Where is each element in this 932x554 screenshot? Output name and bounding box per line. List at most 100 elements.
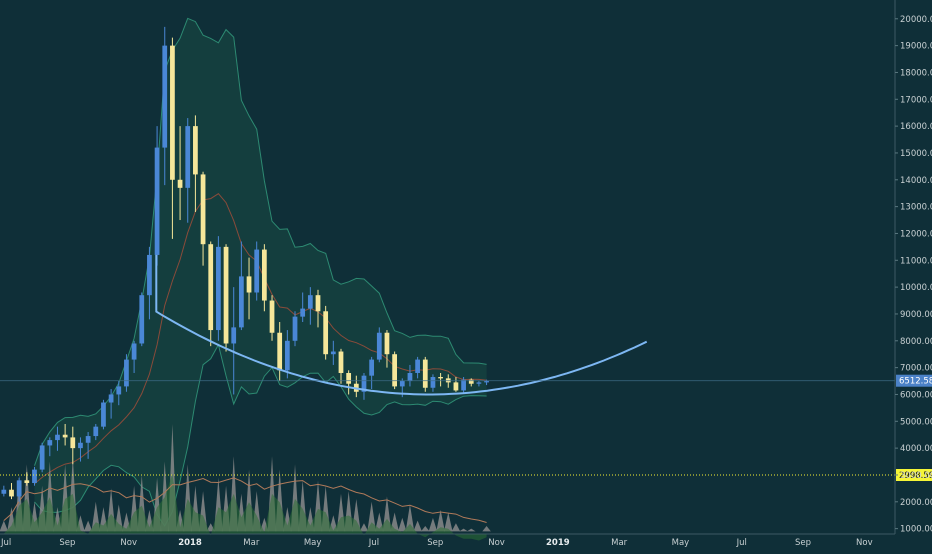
current-price-label: 6512.58 — [899, 377, 932, 387]
y-tick-label: 8000.00 — [900, 337, 932, 347]
candle[interactable] — [9, 483, 14, 500]
candle[interactable] — [200, 171, 206, 266]
candle[interactable] — [376, 327, 382, 363]
y-tick-label: 9000.00 — [900, 310, 932, 320]
candle[interactable] — [330, 340, 336, 365]
candle-body — [16, 480, 22, 497]
candle[interactable] — [216, 236, 221, 341]
candle-body — [453, 382, 459, 391]
candle[interactable] — [24, 472, 30, 486]
candle[interactable] — [208, 241, 214, 347]
candle[interactable] — [39, 442, 45, 473]
x-tick-label: 2018 — [178, 538, 202, 548]
volume-bar — [443, 512, 453, 532]
candle-body — [208, 244, 214, 331]
volume-bar — [413, 520, 422, 532]
lower-band — [34, 343, 487, 527]
candle[interactable] — [468, 378, 474, 387]
candle[interactable] — [346, 370, 352, 395]
candle[interactable] — [170, 37, 175, 239]
candle-body — [369, 359, 375, 376]
candle[interactable] — [101, 399, 106, 430]
candle[interactable] — [284, 330, 290, 379]
candle[interactable] — [147, 246, 152, 320]
candle[interactable] — [231, 287, 237, 395]
candle[interactable] — [185, 118, 191, 223]
candle[interactable] — [277, 322, 283, 382]
candles-layer[interactable] — [1, 26, 489, 502]
candle[interactable] — [269, 295, 275, 341]
candle[interactable] — [124, 354, 129, 392]
x-tick-label: 2019 — [546, 538, 570, 548]
candle-body — [116, 386, 122, 395]
candle[interactable] — [238, 241, 244, 331]
candle[interactable] — [407, 364, 413, 387]
volume-bar — [421, 525, 430, 532]
candle-body — [338, 351, 344, 373]
candle[interactable] — [16, 477, 22, 502]
x-tick-label: Nov — [488, 538, 505, 548]
candle-body — [468, 379, 474, 384]
candle[interactable] — [55, 426, 60, 451]
candle[interactable] — [422, 356, 428, 392]
candle[interactable] — [415, 356, 420, 379]
candle[interactable] — [139, 292, 145, 347]
candle[interactable] — [392, 351, 398, 390]
candle[interactable] — [108, 389, 114, 419]
candle-body — [9, 489, 14, 497]
candle[interactable] — [177, 126, 183, 221]
candle[interactable] — [223, 244, 229, 352]
y-tick-label: 14000.00 — [900, 176, 932, 186]
candle-body — [154, 147, 160, 255]
candle-body — [223, 246, 229, 344]
candle[interactable] — [93, 423, 99, 441]
candle[interactable] — [193, 115, 198, 212]
y-tick-label: 12000.00 — [900, 229, 932, 239]
candle[interactable] — [461, 377, 466, 394]
trend-curve — [155, 254, 648, 396]
x-tick-label: May — [304, 538, 322, 548]
candle[interactable] — [32, 466, 37, 486]
candle-body — [307, 295, 313, 309]
candle[interactable] — [361, 372, 367, 400]
y-tick-label: 20000.00 — [900, 15, 932, 25]
candle[interactable] — [78, 437, 83, 462]
candle[interactable] — [453, 377, 459, 392]
candle[interactable] — [438, 372, 443, 387]
candle-body — [461, 379, 466, 391]
candle[interactable] — [476, 381, 482, 387]
candle[interactable] — [315, 289, 321, 328]
candle[interactable] — [1, 485, 7, 497]
candle[interactable] — [162, 26, 168, 186]
candle-body — [484, 381, 489, 383]
candle-body — [476, 382, 482, 384]
candle[interactable] — [369, 356, 375, 390]
candle[interactable] — [292, 311, 298, 347]
candle[interactable] — [47, 437, 53, 457]
candle[interactable] — [430, 374, 436, 392]
candle-body — [238, 276, 244, 328]
candle[interactable] — [154, 126, 160, 266]
candle[interactable] — [307, 287, 313, 325]
candle-body — [1, 489, 7, 494]
candle[interactable] — [246, 257, 252, 320]
candle[interactable] — [254, 241, 260, 301]
trend-curve-layer — [155, 254, 648, 396]
candle[interactable] — [384, 330, 390, 368]
candle-body — [407, 372, 413, 382]
candle[interactable] — [70, 426, 76, 465]
candle[interactable] — [62, 423, 68, 446]
volume-bar — [405, 504, 415, 532]
candle[interactable] — [323, 305, 329, 360]
candle[interactable] — [338, 348, 344, 384]
candle[interactable] — [131, 340, 137, 373]
candle[interactable] — [85, 432, 91, 459]
y-tick-label: 3000.00 — [900, 471, 932, 481]
candle[interactable] — [116, 381, 122, 406]
levels-layer: 6512.58 2998.59 — [0, 374, 932, 482]
candle-body — [177, 179, 183, 188]
candle[interactable] — [300, 292, 306, 323]
candle[interactable] — [261, 244, 267, 312]
